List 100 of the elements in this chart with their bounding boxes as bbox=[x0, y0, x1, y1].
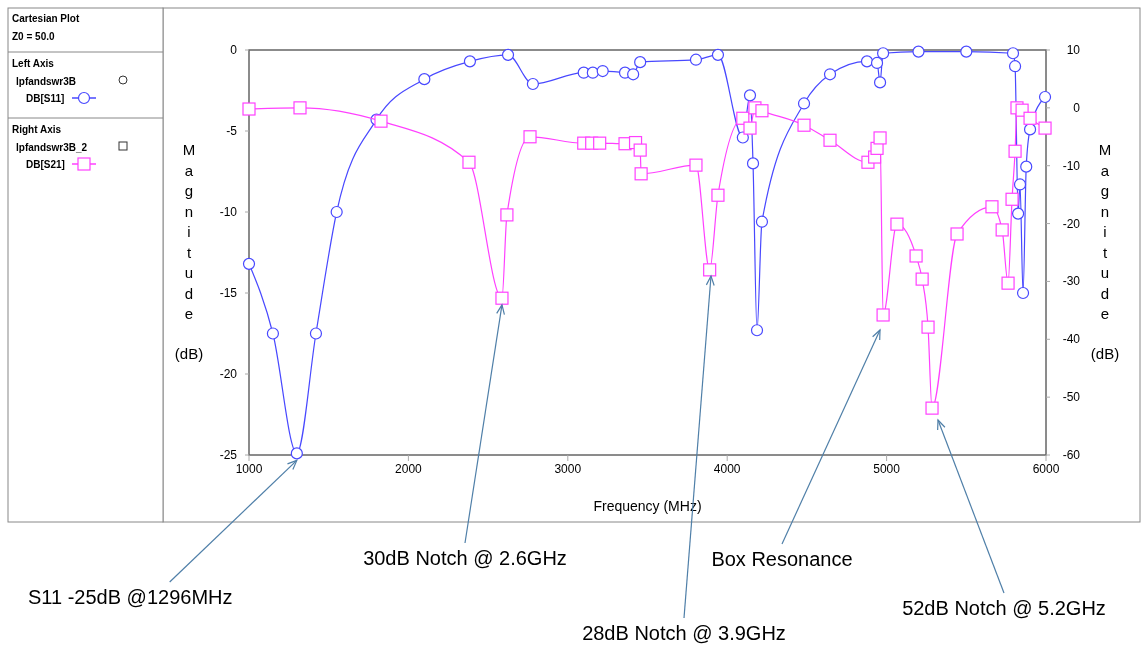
text: lpfandswr3B_2 bbox=[16, 142, 88, 153]
point bbox=[633, 143, 647, 157]
point bbox=[596, 64, 609, 78]
point bbox=[1008, 144, 1022, 158]
point bbox=[266, 327, 280, 340]
point bbox=[1020, 160, 1033, 173]
y-tick-label: -20 bbox=[219, 367, 238, 381]
point bbox=[586, 66, 599, 79]
point bbox=[960, 45, 973, 58]
y-tick-label: -10 bbox=[219, 205, 238, 219]
text: lpfandswr3B bbox=[16, 76, 77, 87]
point bbox=[797, 97, 811, 110]
annotation: 30dB Notch @ 2.6GHz bbox=[363, 547, 567, 569]
point bbox=[1013, 178, 1027, 191]
y-tick-label: -15 bbox=[219, 286, 238, 300]
point bbox=[743, 121, 757, 135]
point bbox=[293, 101, 307, 115]
x-tick-label: 2000 bbox=[395, 462, 423, 476]
y2-tick-label: 10 bbox=[1066, 43, 1081, 57]
y2-tick-label: -40 bbox=[1062, 332, 1081, 347]
point bbox=[627, 68, 640, 81]
point bbox=[711, 48, 725, 61]
point bbox=[703, 263, 717, 277]
point bbox=[462, 155, 476, 169]
text: Magnitude (dB) bbox=[174, 141, 204, 362]
point bbox=[995, 223, 1009, 237]
point bbox=[711, 188, 725, 202]
text: Cartesian Plot bbox=[12, 13, 80, 24]
point bbox=[500, 208, 514, 222]
point bbox=[1023, 111, 1037, 125]
point bbox=[876, 47, 890, 60]
y-tick-label: -5 bbox=[226, 124, 238, 138]
point bbox=[746, 157, 760, 170]
y2-tick-label: -30 bbox=[1062, 274, 1081, 289]
point bbox=[495, 291, 509, 305]
text: Magnitude (dB) bbox=[1090, 141, 1120, 362]
point bbox=[873, 131, 887, 145]
point bbox=[242, 257, 256, 270]
point bbox=[463, 55, 477, 68]
point bbox=[1012, 207, 1025, 220]
point bbox=[873, 76, 887, 89]
y2-tick-label: -20 bbox=[1062, 216, 1081, 231]
text: 28dB Notch @ 3.9GHz bbox=[582, 622, 786, 644]
legend-label: DB[S11] bbox=[26, 93, 65, 104]
point bbox=[1006, 47, 1020, 60]
legend-label: DB[S21] bbox=[26, 159, 65, 170]
point bbox=[1016, 286, 1030, 300]
x-tick-label: 1000 bbox=[235, 462, 263, 476]
text: Box Resonance bbox=[711, 548, 853, 570]
point bbox=[890, 217, 904, 231]
x-tick-label: 3000 bbox=[554, 462, 582, 476]
point bbox=[876, 308, 890, 322]
text: Z0 = 50.0 bbox=[12, 31, 55, 42]
y2-tick-label: -10 bbox=[1062, 158, 1081, 173]
point bbox=[290, 447, 303, 460]
point bbox=[755, 215, 769, 228]
point bbox=[1001, 276, 1015, 290]
point bbox=[309, 327, 323, 340]
text: Right Axis bbox=[12, 124, 62, 135]
text: 52dB Notch @ 5.2GHz bbox=[902, 597, 1106, 619]
point bbox=[1008, 60, 1022, 73]
y-tick-label: -25 bbox=[219, 448, 238, 462]
point bbox=[689, 53, 703, 66]
point bbox=[418, 73, 431, 86]
point bbox=[925, 401, 939, 415]
annotation: S11 -25dB @1296MHz bbox=[28, 586, 233, 608]
point bbox=[523, 130, 537, 144]
x-tick-label: 4000 bbox=[713, 462, 741, 476]
point bbox=[915, 272, 929, 286]
point bbox=[689, 158, 703, 172]
point bbox=[909, 249, 923, 263]
point bbox=[1038, 90, 1052, 104]
x-axis-title: Frequency (MHz) bbox=[593, 498, 702, 514]
point bbox=[242, 102, 256, 116]
point bbox=[634, 167, 648, 181]
point bbox=[755, 104, 769, 118]
x-tick-label: 6000 bbox=[1032, 462, 1060, 476]
point bbox=[823, 133, 837, 147]
text: Left Axis bbox=[12, 58, 55, 69]
point bbox=[501, 48, 515, 61]
point bbox=[912, 45, 925, 58]
y2-tick-label: -50 bbox=[1062, 390, 1081, 405]
point bbox=[330, 205, 343, 219]
y2-tick-label: 0 bbox=[1073, 100, 1081, 115]
point bbox=[860, 55, 874, 68]
point bbox=[526, 77, 539, 91]
x-tick-label: 5000 bbox=[873, 462, 901, 476]
point bbox=[750, 324, 764, 337]
point bbox=[870, 56, 884, 70]
point bbox=[797, 118, 811, 132]
point bbox=[921, 320, 935, 334]
y2-tick-label: -60 bbox=[1062, 448, 1081, 462]
point bbox=[374, 114, 388, 128]
y-tick-label: 0 bbox=[230, 43, 238, 57]
point bbox=[950, 227, 964, 241]
point bbox=[1023, 123, 1037, 136]
point bbox=[985, 200, 999, 214]
point bbox=[634, 56, 647, 69]
point bbox=[593, 136, 607, 150]
point bbox=[743, 89, 757, 102]
